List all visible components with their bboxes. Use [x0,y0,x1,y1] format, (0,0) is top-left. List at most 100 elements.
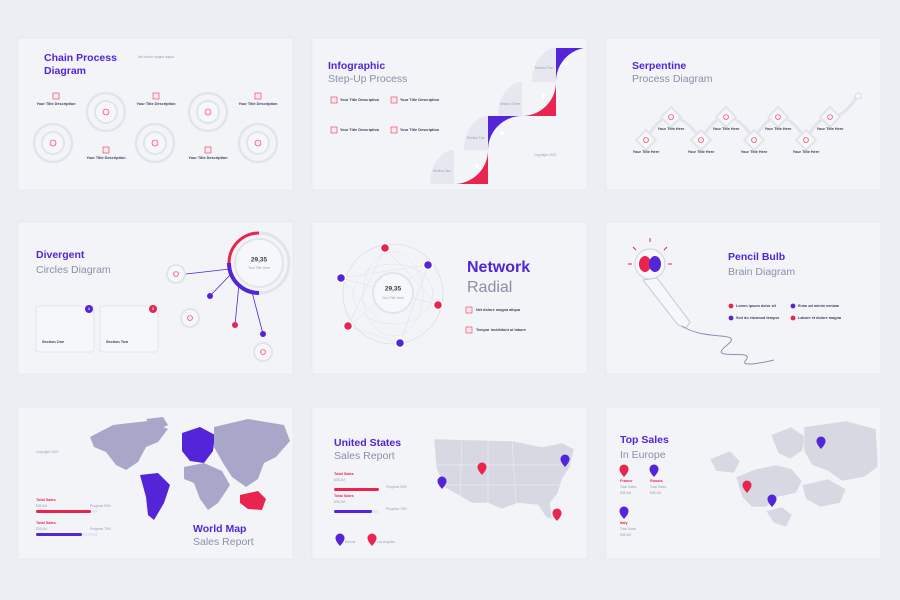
decor-shape [214,419,290,487]
country: Italy [620,521,628,525]
legend-label: Los Angeles [377,540,395,544]
decor-rect [204,146,212,154]
decor-shape [464,116,488,150]
decor-circle [542,94,546,98]
decor-circle [379,242,391,254]
decor-circle [728,315,734,321]
slide-subtitle: Sales Report [334,450,395,462]
decor-line [459,439,463,500]
stat-value: $35,4M [650,491,661,495]
decor-shape [182,427,215,463]
decor-rect [52,92,60,100]
decor-circle [432,299,444,311]
item-label: Your Title Description [340,128,380,132]
decor-circle [803,137,809,143]
decor-shape [522,82,556,116]
decor-ellipse [649,256,661,272]
item-label: Your Title Description [136,102,176,106]
item-label: Your Title Description [86,156,126,160]
decor-circle [32,122,74,164]
country: Russia [650,479,663,483]
decor-shape [770,426,807,460]
stat-value: $35,4M [36,527,47,531]
item-label: Your Title Here [817,127,844,131]
slide-title: Pencil Bulb [728,251,785,263]
slide: Copyright 2022 Total Sales $35,4M Progress … [17,406,294,560]
stat-label: Total Sales [36,498,56,502]
decor-rect [102,146,110,154]
bullet: Net dolore magna aliqua [476,308,521,312]
decor-circle [342,320,354,332]
decor-shape [140,473,170,520]
decor-shape [227,262,260,295]
decor-circle [260,331,266,337]
group [436,439,570,504]
slide-subtitle: Step-Up Process [328,73,407,85]
stat-label: Total Sales [620,485,636,489]
decor-ellipse [362,251,424,337]
slide-subtitle: Sales Report [193,536,254,548]
decor-circle [728,303,734,309]
decor-shape [90,421,168,470]
group [173,271,266,355]
decor-shape [498,82,522,116]
item-label: Your Title Here [741,150,768,154]
decor-circle [342,243,444,345]
country: France [620,479,632,483]
decor-rect [99,305,159,353]
progress-label: Progress 90% [90,504,111,508]
item-label: Your Title Description [188,156,228,160]
decor-circle [149,305,157,313]
stat-value: $35,4M [334,500,345,504]
value: 29,35 [251,257,268,264]
decor-rect [36,533,82,536]
slide-subtitle: Radial [467,279,512,296]
decor-line [209,273,232,297]
item-label: Your Title Description [400,128,440,132]
stat-value: $35,4M [620,533,631,537]
decor-circle [85,91,127,133]
slide: Top Sales In Europe France Total Sales $35,4… [605,406,882,560]
item-label: Your Title Here [633,150,660,154]
decor-circle [207,293,213,299]
section-label: Section Two [467,136,485,140]
slide: Divergent Circles Diagram 29,35 Your Title … [17,221,294,375]
decor-shape [803,420,879,482]
badge: 2 [152,306,155,311]
group [628,238,672,265]
copyright: Copyright 2022 [534,153,557,157]
section-label: Section Four [535,66,555,70]
decor-rect [152,92,160,100]
slide-subtitle: Circles Diagram [36,264,111,276]
progress-label: Progress 90% [386,485,407,489]
decor-shape [765,506,793,528]
group [430,48,556,184]
decor-rect [330,96,338,104]
decor-rect [254,92,262,100]
decor-rect [465,306,473,314]
decor-circle [422,259,434,271]
decor-shape [681,325,775,365]
decor-circle [394,337,406,349]
slide-title: Serpentine [632,60,686,72]
decor-circle [85,305,93,313]
progress-label: Progress 75% [386,507,407,511]
item-label: Your Title Description [238,102,278,106]
section-label: Section Two [106,340,129,344]
decor-circle [827,114,833,120]
bullet: Labore et dolore magna [798,316,842,320]
item-label: Your Title Description [400,98,440,102]
legend-label: Denver [345,540,357,544]
decor-circle [187,315,193,321]
decor-circle [204,108,212,116]
decor-shape [709,450,741,474]
bullet: Enim ad minim veniam [798,304,840,308]
decor-rect [465,326,473,334]
item-label: Your Title Description [340,98,380,102]
stat-label: Total Sales [36,521,56,525]
decor-circle [372,272,414,314]
